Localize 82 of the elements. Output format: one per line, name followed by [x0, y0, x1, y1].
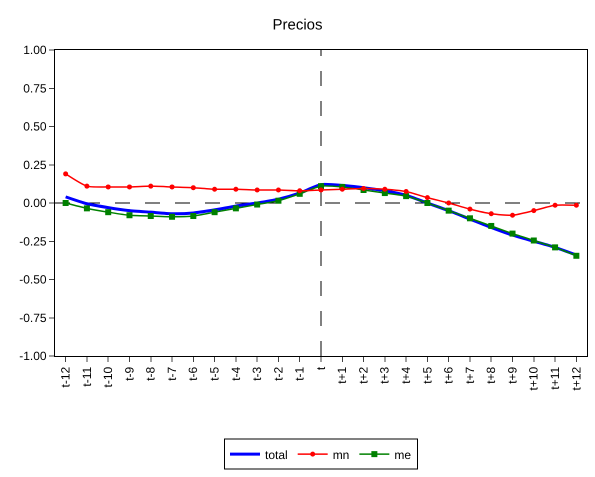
point [531, 208, 536, 214]
x-tick-label: t-3 [250, 366, 264, 381]
point [382, 186, 388, 192]
y-tick-label: -0.25 [19, 234, 47, 248]
point [212, 209, 218, 216]
x-tick-label: t-7 [164, 366, 179, 381]
point [424, 195, 430, 200]
point [190, 213, 196, 220]
point [530, 237, 537, 244]
y-tick-label: 0.25 [23, 158, 47, 172]
point [169, 214, 176, 220]
x-tick-label: t+7 [462, 366, 477, 384]
x-tick-label: t-4 [228, 366, 243, 381]
point [318, 188, 324, 192]
point [574, 202, 579, 208]
x-tick-label: t-1 [292, 366, 307, 381]
x-tick-label: t+4 [399, 366, 414, 384]
point [488, 222, 494, 229]
x-tick-label: t-8 [144, 366, 158, 381]
x-tick-label: t+11 [548, 366, 562, 390]
point [276, 188, 281, 192]
point [340, 186, 345, 192]
x-tick-label: t+2 [356, 366, 370, 384]
point [126, 212, 132, 218]
point [403, 193, 410, 200]
y-tick-label: -0.50 [19, 272, 47, 287]
point [510, 212, 516, 218]
x-tick-label: t-5 [208, 366, 222, 381]
x-tick-label: t+3 [378, 366, 392, 384]
x-tick-label: t-9 [122, 366, 136, 381]
point [573, 252, 580, 259]
point [62, 200, 69, 206]
point [446, 200, 452, 206]
point [126, 184, 132, 190]
point [148, 184, 154, 189]
x-tick-label: t-2 [271, 366, 286, 381]
x-tick-label: t+1 [335, 366, 350, 384]
x-tick-label: t+12 [569, 366, 584, 391]
legend-label: mn [332, 448, 350, 462]
legend-label: me [394, 448, 412, 462]
point [232, 205, 239, 212]
point [63, 171, 68, 176]
point [275, 198, 282, 204]
point [190, 185, 196, 190]
point [148, 213, 154, 220]
x-tick-label: t-10 [101, 366, 116, 388]
y-tick-label: 1.00 [23, 43, 47, 58]
point [84, 205, 90, 212]
point [105, 209, 112, 216]
y-tick-label: -1.00 [19, 349, 47, 364]
x-tick-label: t+9 [505, 366, 520, 384]
point [446, 208, 452, 214]
legend-label: total [265, 448, 288, 462]
point [552, 202, 558, 208]
point [488, 211, 494, 216]
point [84, 184, 90, 189]
y-tick-label: 0.00 [23, 196, 47, 210]
x-tick-label: t-6 [186, 366, 200, 381]
chart-title: Precios [272, 16, 323, 34]
point [170, 184, 175, 190]
point [467, 206, 472, 212]
y-tick-label: -0.75 [19, 310, 47, 325]
x-tick-label: t+5 [420, 366, 434, 384]
y-tick-label: 0.75 [23, 81, 47, 96]
point [212, 186, 218, 192]
x-tick-label: t+10 [526, 366, 541, 391]
point [254, 188, 260, 192]
x-tick-label: t+6 [442, 366, 456, 384]
y-tick-label: 0.50 [23, 120, 47, 134]
x-tick-label: t+8 [484, 366, 498, 384]
x-tick-label: t-12 [58, 366, 73, 388]
point [466, 215, 473, 222]
x-tick-label: t [314, 366, 328, 370]
point [297, 188, 302, 194]
point [404, 189, 409, 194]
point [254, 202, 260, 208]
point [106, 184, 111, 190]
point [552, 244, 558, 250]
point [424, 200, 430, 206]
point [233, 186, 238, 192]
point [510, 230, 516, 237]
x-tick-label: t-11 [80, 366, 94, 387]
